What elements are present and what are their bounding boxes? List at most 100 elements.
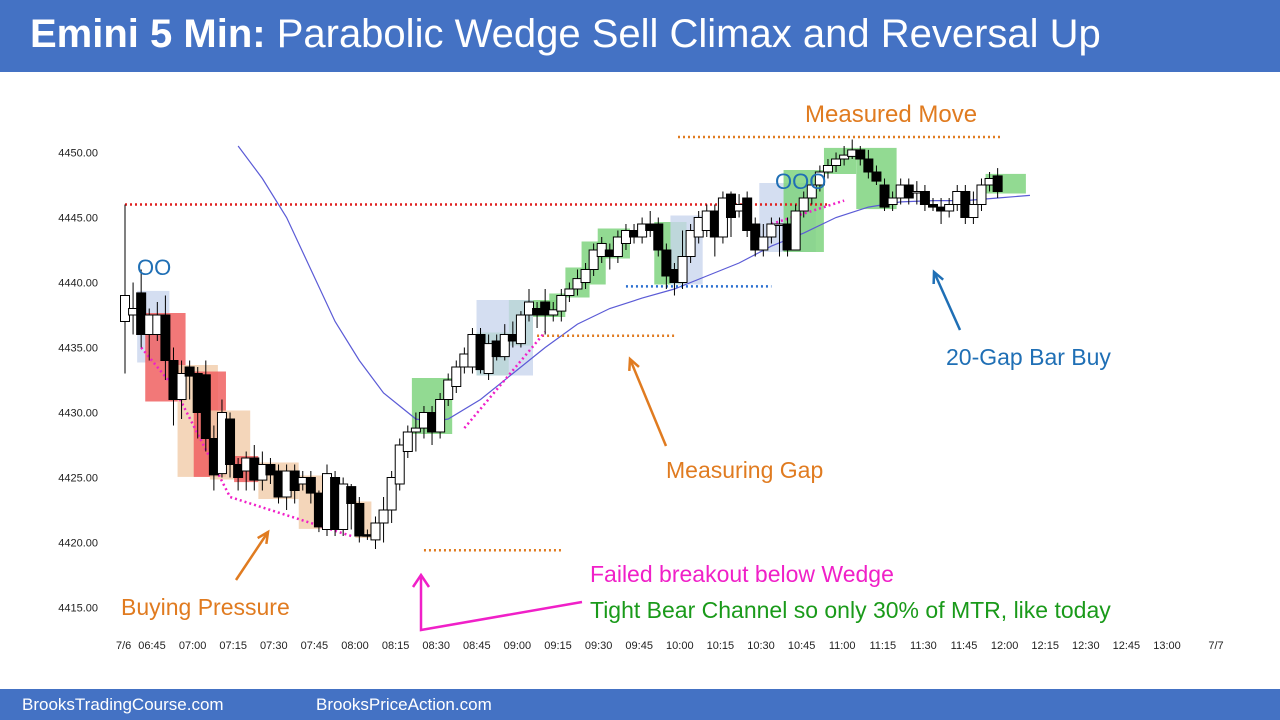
wedge-line <box>140 346 352 538</box>
channel-line-1 <box>463 331 547 429</box>
bear-candle <box>992 175 1003 193</box>
oo-label: OO <box>137 255 171 280</box>
x-tick-label: 07:15 <box>219 640 247 652</box>
bull-candle <box>766 223 777 238</box>
x-tick-label: 10:15 <box>707 640 735 652</box>
bull-candle <box>410 427 421 433</box>
bear-candle <box>305 477 316 494</box>
x-tick-label: 08:15 <box>382 640 410 652</box>
bear-candle <box>184 366 195 377</box>
x-tick-label: 12:15 <box>1031 640 1059 652</box>
x-tick-label: 10:30 <box>747 640 775 652</box>
y-tick-label: 4430.00 <box>58 408 98 420</box>
x-tick-label: 12:45 <box>1113 640 1141 652</box>
ema-line <box>237 145 1031 423</box>
bull-candle <box>402 431 413 452</box>
bull-candle <box>822 165 833 173</box>
measured-move-label: Measured Move <box>805 101 977 128</box>
x-tick-label: 12:30 <box>1072 640 1100 652</box>
bull-candle <box>976 184 987 205</box>
bull-candle <box>758 236 769 251</box>
gap-bar-buy-arrow-head <box>932 269 944 285</box>
bull-candle <box>580 269 591 283</box>
x-start-label: 7/6 <box>116 640 131 652</box>
bear-candle <box>160 314 171 361</box>
measuring-gap-arrow-head <box>628 356 640 372</box>
bear-candle <box>653 223 664 251</box>
x-tick-label: 07:45 <box>301 640 329 652</box>
bear-candle <box>871 171 882 182</box>
bull-candle <box>790 210 801 251</box>
bull-candle <box>887 197 898 205</box>
bull-candle <box>515 314 526 345</box>
x-tick-label: 09:45 <box>625 640 653 652</box>
bull-candle <box>451 366 462 387</box>
bull-candle <box>370 522 381 541</box>
bear-candle <box>928 204 938 208</box>
buying-pressure-arrow-head <box>257 529 270 545</box>
x-tick-label: 08:30 <box>422 640 450 652</box>
x-tick-label: 12:00 <box>991 640 1019 652</box>
bear-candle <box>225 418 236 465</box>
bull-candle <box>564 288 575 296</box>
bull-candle <box>394 444 405 485</box>
bull-candle <box>814 171 825 186</box>
bear-candle <box>200 374 211 439</box>
page-title: Emini 5 Min: Parabolic Wedge Sell Climax… <box>30 12 1101 57</box>
bull-candle <box>677 256 688 283</box>
bear-candle <box>265 464 276 476</box>
bull-candle <box>798 197 809 212</box>
bear-candle <box>742 197 753 231</box>
x-tick-label: 07:30 <box>260 640 288 652</box>
bear-candle <box>855 149 866 160</box>
failed-breakout-label: Failed breakout below Wedge <box>590 561 894 587</box>
x-tick-label: 11:15 <box>869 640 896 652</box>
bull-candle <box>483 343 494 375</box>
x-tick-label: 11:00 <box>829 640 856 652</box>
bear-candle <box>919 191 930 205</box>
y-tick-label: 4435.00 <box>58 343 98 355</box>
bull-candle <box>338 483 349 530</box>
bull-candle <box>806 184 817 199</box>
x-tick-label: 08:00 <box>341 640 369 652</box>
tight-bear-label: Tight Bear Channel so only 30% of MTR, l… <box>590 597 1111 623</box>
ooo-label: OOO <box>775 169 826 194</box>
bull-candle <box>612 236 623 257</box>
footer-left-link[interactable]: BrooksTradingCourse.com <box>22 695 224 714</box>
bull-candle <box>386 477 397 511</box>
title-bar: Emini 5 Min: Parabolic Wedge Sell Climax… <box>0 0 1280 72</box>
title-rest: Parabolic Wedge Sell Climax and Reversal… <box>265 12 1101 56</box>
x-tick-label: 11:45 <box>951 640 978 652</box>
bull-candle <box>378 509 389 524</box>
bull-candle <box>556 295 567 312</box>
x-end-label: 7/7 <box>1208 640 1223 652</box>
x-tick-label: 09:00 <box>504 640 532 652</box>
bear-candle <box>863 158 874 173</box>
bull-candle <box>831 158 842 166</box>
buying-pressure-arrow <box>234 531 270 581</box>
failed-breakout-arrow-head <box>411 572 431 588</box>
buying-pressure-label: Buying Pressure <box>121 594 290 620</box>
x-tick-label: 10:45 <box>788 640 816 652</box>
y-tick-label: 4420.00 <box>58 538 98 550</box>
gap-bar-buy-label: 20-Gap Bar Buy <box>946 344 1111 370</box>
bull-candle <box>588 249 599 270</box>
x-tick-label: 11:30 <box>910 640 937 652</box>
bull-candle <box>685 230 696 257</box>
x-tick-label: 08:45 <box>463 640 491 652</box>
bull-candle <box>548 309 559 316</box>
x-tick-label: 07:00 <box>179 640 207 652</box>
y-tick-label: 4415.00 <box>58 603 98 615</box>
x-tick-label: 09:15 <box>544 640 572 652</box>
x-tick-label: 06:45 <box>138 640 166 652</box>
bear-candle <box>879 184 890 208</box>
y-tick-label: 4450.00 <box>58 148 98 160</box>
candlestick-chart: 4450.00 4445.00 4440.00 4435.00 4430.00 4425.… <box>58 101 1223 652</box>
x-tick-label: 10:00 <box>666 640 694 652</box>
bull-candle <box>443 379 454 400</box>
gap-bar-buy-arrow <box>932 271 962 331</box>
bull-candle <box>839 154 850 160</box>
footer-right-link[interactable]: BrooksPriceAction.com <box>316 695 492 714</box>
y-tick-label: 4425.00 <box>58 473 98 485</box>
y-tick-label: 4440.00 <box>58 278 98 290</box>
